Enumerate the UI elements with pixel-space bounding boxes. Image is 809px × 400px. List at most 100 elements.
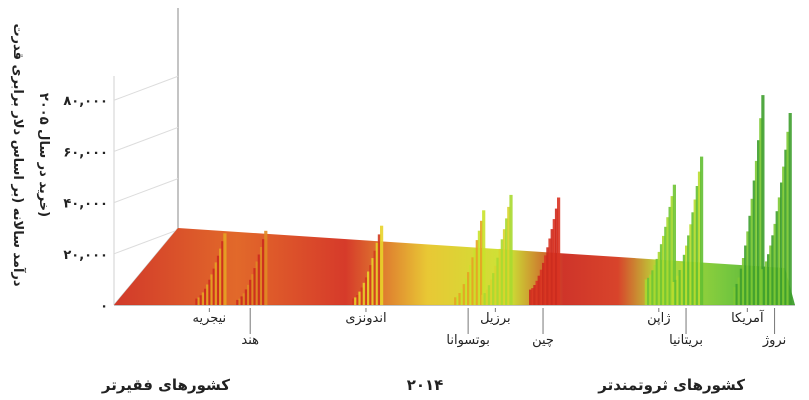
income-bar (498, 248, 502, 305)
income-bar (697, 171, 702, 305)
income-bar (672, 282, 676, 305)
income-bar (460, 289, 464, 305)
income-bar (687, 235, 691, 305)
income-bar (487, 285, 491, 305)
income-bar (662, 235, 666, 305)
gridlines (113, 75, 179, 255)
country-label: آمریکا (731, 309, 765, 326)
income-bar (208, 279, 212, 305)
income-bar (695, 186, 699, 305)
income-bar (651, 270, 655, 305)
income-bar (473, 249, 477, 305)
income-bar (204, 288, 208, 305)
income-bar (354, 297, 358, 305)
income-bar (249, 279, 253, 305)
income-bar (750, 198, 754, 305)
income-bar (467, 272, 471, 305)
income-bar (546, 247, 550, 305)
country-label: نروژ (762, 333, 786, 348)
income-bar (480, 220, 484, 305)
income-bar (760, 269, 764, 305)
richer-countries-label: کشورهای ثروتمندتر (597, 376, 745, 394)
income-bar (767, 254, 771, 305)
income-bar (505, 218, 509, 305)
income-bar (377, 234, 381, 305)
income-bar (456, 295, 460, 305)
income-bar (199, 295, 203, 305)
income-floor (114, 228, 795, 305)
income-bar (752, 180, 756, 305)
income-bar (255, 261, 259, 305)
income-bar (784, 149, 788, 305)
income-bar (769, 245, 773, 305)
y-axis-title: درآمد سالانه (بر اساس دلار برابری قدرت (10, 23, 27, 286)
income-bar (475, 240, 479, 305)
income-bar (700, 156, 704, 305)
income-bar (492, 273, 496, 305)
income-bar (544, 255, 548, 305)
income-bar (670, 196, 674, 305)
income-bar (777, 197, 781, 305)
y-tick-label: ۶۰,۰۰۰ (63, 145, 108, 160)
income-bar (507, 206, 511, 305)
income-bar (739, 268, 743, 305)
income-bar (373, 250, 377, 305)
income-bar (539, 269, 543, 305)
income-bar (481, 294, 485, 305)
income-bar (649, 274, 653, 305)
country-label: اندونزی (345, 311, 386, 326)
income-bar (775, 211, 779, 305)
income-bar (531, 288, 535, 305)
income-bar (735, 283, 739, 305)
income-bar (757, 140, 761, 305)
income-bar (253, 268, 257, 305)
income-bar (744, 245, 748, 305)
gridline (113, 75, 179, 101)
income-bar (257, 254, 261, 305)
income-bar (214, 262, 218, 305)
income-bar (533, 285, 537, 305)
country-label: هند (241, 333, 259, 348)
income-bar (502, 229, 507, 305)
income-bar (552, 219, 556, 305)
income-bar (223, 233, 227, 305)
y-tick-label: ۰ (100, 299, 108, 314)
y-axis-title-line1: درآمد سالانه (بر اساس دلار برابری قدرت (10, 23, 27, 286)
income-bar (676, 275, 680, 305)
income-bar (195, 298, 199, 305)
y-tick-label: ۸۰,۰۰۰ (63, 94, 108, 109)
income-bar (689, 224, 693, 305)
income-bar (554, 208, 559, 305)
income-bar (500, 239, 504, 305)
income-bar (356, 295, 360, 305)
y-axis-title-line2: خرید در سال ۲۰۰۵) (36, 93, 51, 217)
income-bar (764, 261, 769, 305)
income-bar (496, 257, 500, 305)
income-bar (247, 284, 251, 305)
y-tick-label: ۲۰,۰۰۰ (63, 248, 108, 263)
income-bar (219, 248, 223, 305)
income-bar (485, 289, 489, 305)
income-bar (786, 131, 790, 305)
income-bar (238, 298, 242, 305)
income-bar (464, 278, 469, 305)
income-surface (114, 95, 795, 305)
country-labels: نیجریه هند اندونزی بوتسوانا برزیل چین ژاپن بریت… (192, 308, 786, 348)
income-bar (653, 265, 657, 305)
income-bar (664, 226, 668, 305)
income-bar (210, 274, 214, 305)
income-bar (462, 284, 466, 305)
income-bar (647, 277, 651, 305)
income-bar (375, 242, 379, 305)
income-bar (657, 251, 661, 305)
income-bar (264, 230, 268, 305)
income-bar (477, 230, 481, 305)
income-bar (201, 292, 205, 305)
income-bar (672, 184, 676, 305)
income-bar (242, 293, 246, 305)
country-label: چین (532, 333, 554, 348)
income-bar (748, 215, 752, 305)
income-bar (759, 118, 763, 305)
income-bar (685, 245, 689, 305)
